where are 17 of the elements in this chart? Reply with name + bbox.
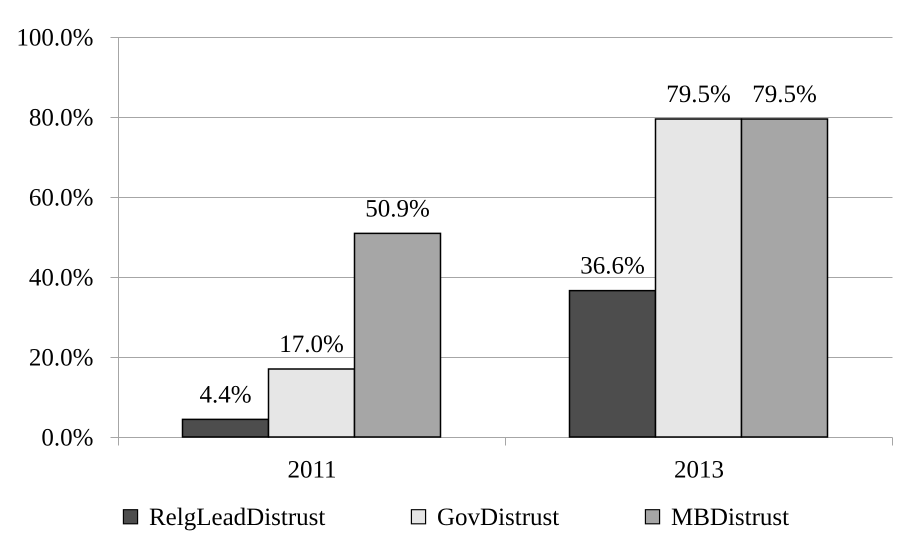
legend-label: RelgLeadDistrust <box>149 504 326 531</box>
y-tick-label: 100.0% <box>16 24 94 52</box>
data-label: 17.0% <box>279 331 344 358</box>
legend-label: GovDistrust <box>437 504 560 531</box>
y-tick-label: 40.0% <box>28 264 94 292</box>
y-tick-label: 0.0% <box>41 424 94 452</box>
data-label: 79.5% <box>752 81 817 108</box>
y-tick-label: 20.0% <box>28 344 94 372</box>
x-tick-label: 2011 <box>287 456 337 484</box>
data-label: 4.4% <box>199 381 252 408</box>
legend-label: MBDistrust <box>671 504 790 531</box>
data-label: 36.6% <box>580 252 645 280</box>
x-tick-label: 2013 <box>674 456 724 484</box>
y-tick-label: 60.0% <box>28 184 94 212</box>
y-tick-label: 80.0% <box>28 104 94 132</box>
data-label: 79.5% <box>666 81 731 108</box>
data-label: 50.9% <box>365 195 430 222</box>
